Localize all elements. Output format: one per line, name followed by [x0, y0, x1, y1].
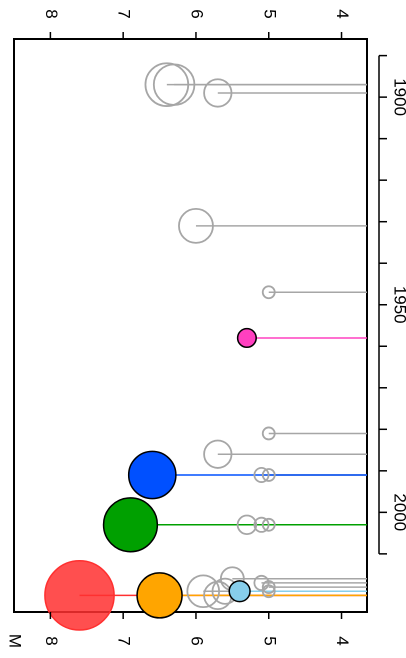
top-tick-label: 8 [42, 9, 61, 18]
plot-frame [13, 38, 368, 613]
bottom-tick-label: 6 [187, 636, 206, 645]
top-tick-label: 7 [115, 9, 134, 18]
year-tick-label: 1900 [391, 78, 406, 116]
data-point [228, 580, 251, 603]
axes-layer: 8 7 6 5 4 8 7 6 5 4 M 1900 1950 2000 [6, 9, 406, 648]
data-point [253, 574, 270, 591]
data-point [261, 580, 276, 594]
bottom-tick-label: 5 [260, 636, 279, 645]
data-point [178, 207, 214, 244]
top-tick-label: 4 [333, 9, 352, 18]
data-point [127, 450, 177, 500]
year-tick-label: 2000 [391, 493, 406, 531]
data-point [203, 439, 233, 469]
data-point [102, 497, 159, 553]
data-point [261, 468, 276, 482]
bottom-axis-label: M [6, 634, 25, 648]
data-point [261, 285, 276, 300]
data-point [203, 78, 233, 108]
data-point [186, 574, 221, 609]
data-point [236, 514, 258, 536]
top-tick-label: 6 [187, 9, 206, 18]
bottom-tick-label: 7 [115, 636, 134, 645]
data-point [253, 516, 270, 533]
data-point [44, 560, 115, 631]
top-tick-label: 5 [260, 9, 279, 18]
bottom-tick-label: 4 [333, 636, 352, 645]
year-tick-label: 1950 [391, 286, 406, 324]
points-layer [44, 62, 276, 631]
data-point [236, 327, 257, 349]
data-point [261, 517, 276, 532]
data-point [261, 584, 276, 599]
data-point [253, 466, 270, 483]
data-point [144, 62, 190, 107]
data-point [261, 426, 276, 441]
bottom-tick-label: 8 [42, 636, 61, 645]
data-point [136, 572, 183, 619]
stems-layer [79, 83, 367, 597]
